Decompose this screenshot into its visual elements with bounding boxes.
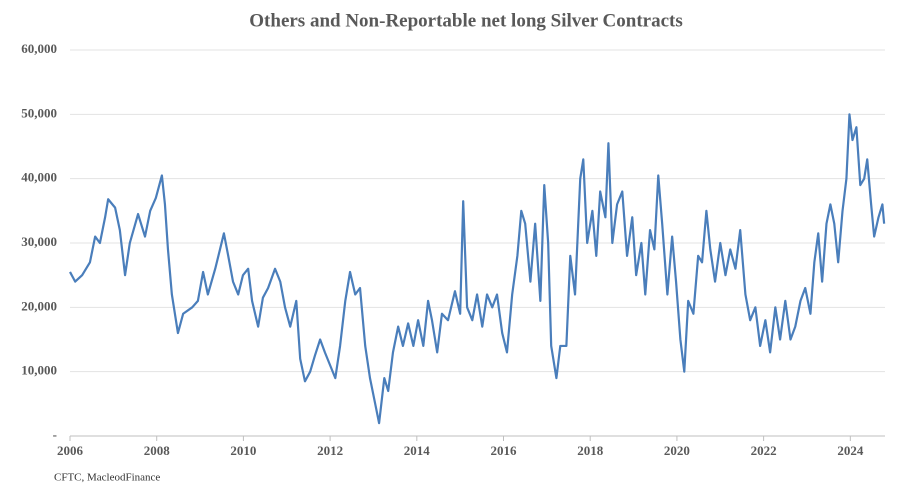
y-tick-label: 30,000 (21, 234, 57, 249)
y-tick-label: - (53, 427, 57, 442)
y-tick-label: 10,000 (21, 363, 57, 378)
y-tick-label: 40,000 (21, 170, 57, 185)
source-note: CFTC, MacleodFinance (54, 472, 160, 484)
x-tick-label: 2010 (230, 443, 256, 458)
data-line (69, 113, 886, 425)
x-tick-label: 2024 (837, 443, 864, 458)
y-tick-label: 50,000 (21, 105, 57, 120)
x-tick-label: 2008 (144, 443, 171, 458)
x-tick-label: 2012 (317, 443, 343, 458)
x-tick-label: 2022 (751, 443, 777, 458)
x-tick-label: 2014 (404, 443, 431, 458)
x-tick-label: 2006 (57, 443, 84, 458)
y-tick-label: 60,000 (21, 41, 57, 56)
x-tick-label: 2020 (664, 443, 690, 458)
y-tick-label: 20,000 (21, 298, 57, 313)
x-tick-label: 2016 (491, 443, 518, 458)
chart-title: Others and Non-Reportable net long Silve… (249, 10, 682, 31)
x-tick-label: 2018 (577, 443, 604, 458)
